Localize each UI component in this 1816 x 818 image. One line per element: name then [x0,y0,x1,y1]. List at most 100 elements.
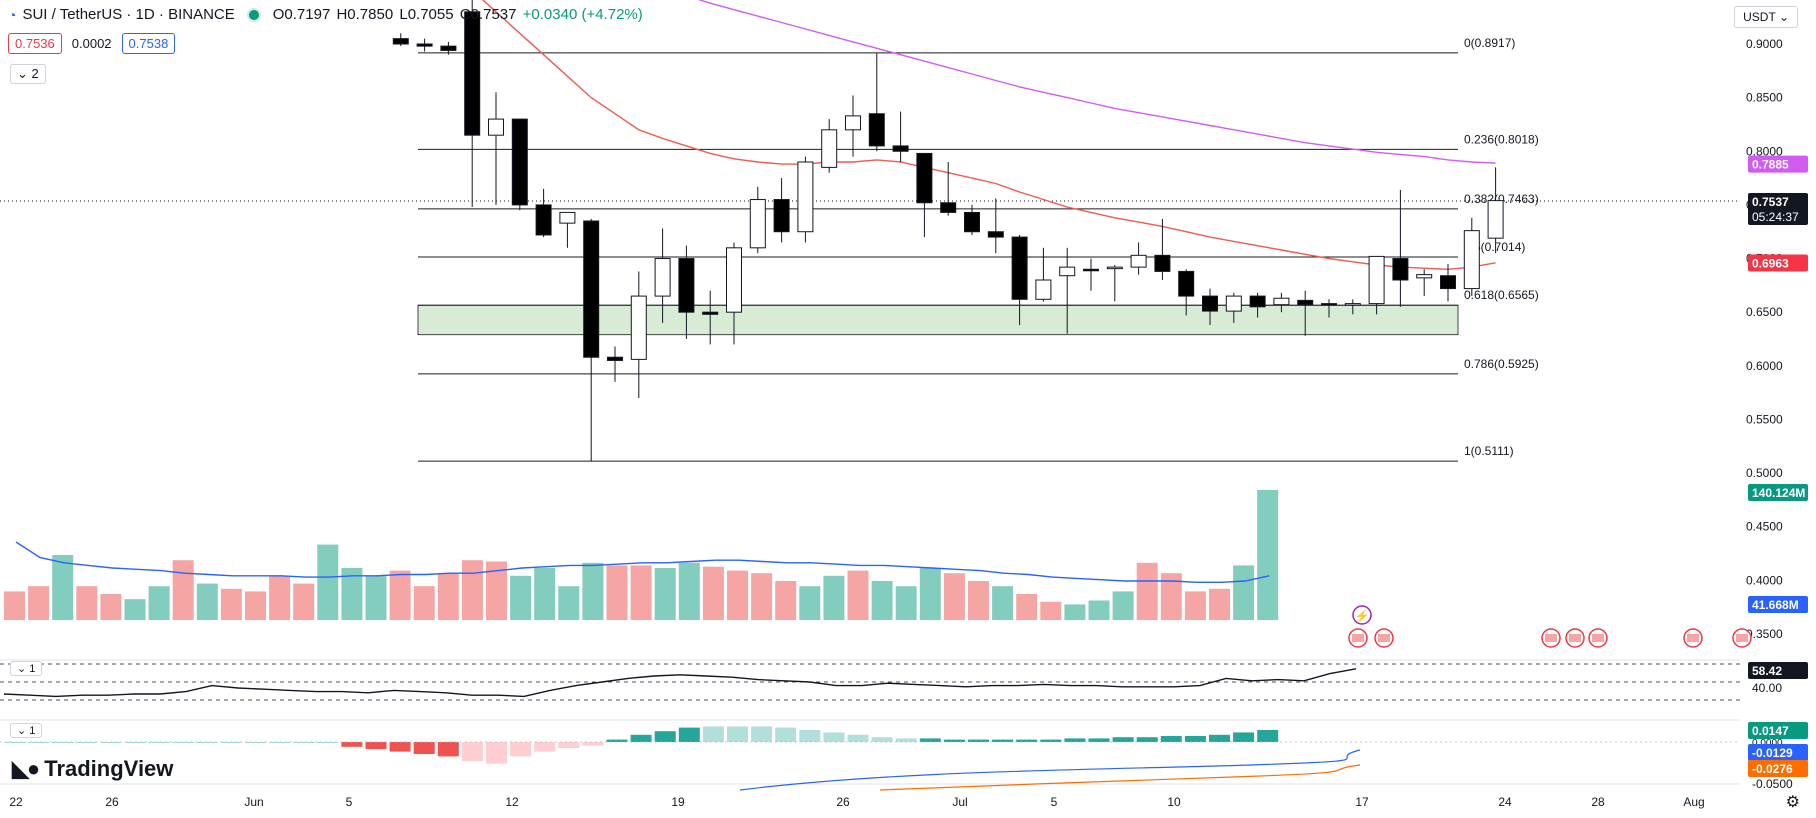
macd-histogram-bar [461,742,483,762]
candle [1083,268,1099,272]
volume-bar [630,565,652,620]
volume-bar [1064,604,1086,620]
rsi-pane-toggle[interactable]: ⌄ 1 [10,661,43,676]
x-axis-tick-label: 26 [105,795,119,809]
macd-badge-text: 0.0147 [1752,724,1789,738]
candle [1487,200,1504,239]
change-value: +0.0340 (+4.72%) [522,6,643,23]
macd-histogram-bar [172,742,194,743]
volume-bar [389,570,411,620]
volume-ma-badge-text: 41.668M [1752,598,1799,612]
candle [488,118,504,136]
macd-histogram-bar [413,742,435,754]
candle [987,231,1004,238]
us-flag-fill [1545,634,1557,642]
lightning-circle [1352,605,1372,625]
ma-red-badge-bg [1748,254,1808,272]
volume-bar [943,573,965,620]
candle [964,211,980,233]
buy-price-button[interactable]: 0.7538 [121,33,176,54]
macd-histogram-bar [341,742,363,747]
rsi-pane-label: 1 [29,663,36,675]
macd-histogram-bar [871,737,893,742]
chevron-down-icon: ⌄ [17,663,27,675]
close-value: C0.7537 [459,6,517,23]
volume-bar [751,573,773,620]
candle [1344,303,1361,306]
x-axis-tick-label: 12 [505,795,519,809]
macd-tick-label: -0.0500 [1752,777,1793,791]
volume-bar [1160,573,1182,620]
macd-third-badge: -0.0276 [1748,760,1808,777]
rsi-value-badge-bg [1748,662,1808,679]
volume-bar [196,583,218,620]
macd-histogram-bar [389,742,411,752]
volume-bar [172,560,194,620]
volume-bar [1184,591,1206,620]
volume-bar [124,599,146,620]
macd-histogram-bar [558,742,580,748]
rsi-value-badge-text: 58.42 [1752,664,1782,678]
fib-level-label: 0.618(0.6565) [1464,288,1539,302]
macd-histogram-bar [992,739,1014,742]
volume-bar [293,583,315,620]
brand-name: TradingView [44,756,174,781]
price-tick-label: 0.4500 [1746,520,1783,534]
volume-bar [582,562,604,620]
symbol-title[interactable]: SUI / TetherUS · 1D · BINANCE [22,6,235,23]
indicators-toggle-button[interactable]: ⌄ 2 [10,64,46,84]
candle [1416,274,1433,279]
macd-histogram-bar [1064,738,1086,742]
volume-bar [727,570,748,620]
x-axis-tick-label: 19 [671,795,685,809]
volume-bar [558,586,580,620]
macd-histogram-bar [196,742,218,743]
volume-bar [510,575,532,620]
currency-label: USDT [1743,10,1776,24]
volume-bar [1233,565,1255,620]
macd-pane-label: 1 [29,725,36,737]
price-tick-label: 0.6500 [1746,305,1783,319]
macd-pane-toggle[interactable]: ⌄ 1 [10,723,43,738]
lightning-glyph: ⚡ [1355,609,1370,623]
volume-bar [1136,562,1158,620]
macd-histogram-bar [486,742,507,764]
price-tick-label: 0.5000 [1746,466,1783,480]
us-flag-fill [1352,634,1364,642]
macd-histogram-bar [678,727,700,742]
currency-selector[interactable]: USDT ⌄ [1734,6,1798,28]
candle [1321,303,1337,306]
x-axis-tick-label: 5 [346,795,353,809]
us-flag-fill [1378,634,1390,642]
macd-histogram-bar [293,742,315,743]
ma-red-badge-text: 0.6963 [1752,257,1789,271]
us-event-flag-icon [1588,628,1608,648]
candle [797,161,814,233]
candle [1392,258,1409,281]
candle [916,152,933,204]
candle [1297,299,1314,306]
us-event-flag-icon [1732,628,1752,648]
symbol-header[interactable]: ◔ SUI / TetherUS · 1D · BINANCE O0.7197 … [8,6,645,23]
low-value: L0.7055 [399,6,454,23]
macd-histogram-bar [799,730,821,742]
tradingview-logo[interactable]: ◣● TradingView [12,756,173,782]
volume-bar [992,586,1014,620]
candle [1059,266,1076,277]
chevron-down-icon: ⌄ [17,66,28,81]
volume-badge-text: 140.124M [1752,486,1805,500]
ohlc-values: O0.7197 H0.7850 L0.7055 C0.7537 +0.0340 … [273,6,645,23]
us-event-flag-icon [1374,628,1394,648]
settings-gear-icon[interactable]: ⚙ [1785,794,1800,811]
macd-histogram-bar [582,742,604,746]
macd-badge: 0.0147 [1748,722,1808,739]
candle [1011,236,1028,300]
candle [678,258,695,313]
symbol-logo-icon: ◔ [8,6,17,23]
volume-bar [461,560,483,620]
indicator-count: 2 [31,66,39,81]
sell-price-button[interactable]: 0.7536 [8,33,62,54]
macd-histogram-bar [52,742,74,743]
